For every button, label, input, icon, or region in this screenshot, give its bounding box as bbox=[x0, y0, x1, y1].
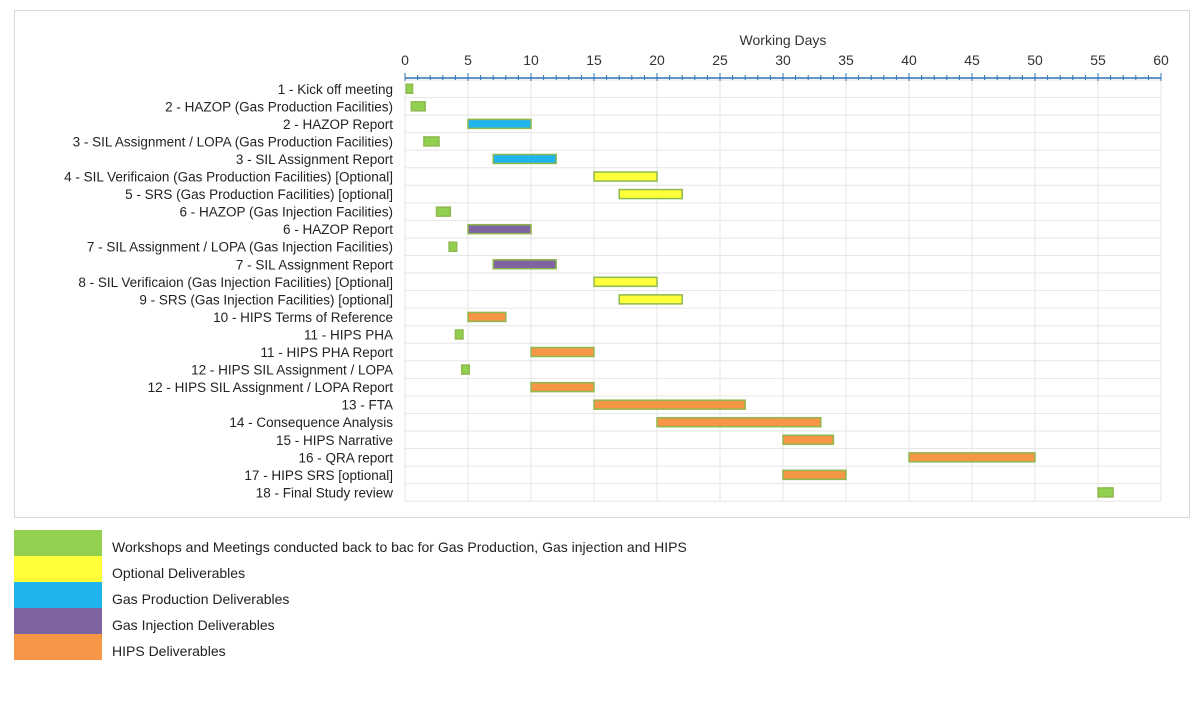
task-bar bbox=[410, 101, 426, 112]
legend-item: Optional Deliverables bbox=[14, 556, 1014, 582]
x-tick-label: 0 bbox=[401, 52, 409, 68]
task-label: 2 - HAZOP (Gas Production Facilities) bbox=[165, 99, 393, 114]
grid-lines bbox=[404, 78, 1162, 502]
x-axis: 0 5 10 15 20 25 30 35 40 45 50 55 60 bbox=[401, 52, 1169, 81]
task-label: 4 - SIL Verificaion (Gas Production Faci… bbox=[64, 170, 393, 185]
legend-swatch bbox=[14, 608, 102, 634]
task-label: 11 - HIPS PHA Report bbox=[260, 345, 393, 360]
legend: Workshops and Meetings conducted back to… bbox=[14, 530, 1014, 660]
legend-label: Optional Deliverables bbox=[112, 565, 246, 581]
task-bar bbox=[423, 136, 440, 147]
task-label: 3 - SIL Assignment / LOPA (Gas Productio… bbox=[73, 134, 393, 149]
task-label: 18 - Final Study review bbox=[256, 485, 394, 500]
x-tick-label: 55 bbox=[1090, 52, 1106, 68]
x-tick-label: 45 bbox=[964, 52, 980, 68]
task-bar bbox=[492, 259, 557, 270]
task-bar bbox=[908, 452, 1036, 463]
task-label: 6 - HAZOP (Gas Injection Facilities) bbox=[179, 205, 393, 220]
task-label: 17 - HIPS SRS [optional] bbox=[244, 468, 393, 483]
task-label: 12 - HIPS SIL Assignment / LOPA Report bbox=[148, 380, 394, 395]
legend-swatch bbox=[14, 556, 102, 582]
task-label: 12 - HIPS SIL Assignment / LOPA bbox=[191, 363, 393, 378]
x-tick-label: 40 bbox=[901, 52, 917, 68]
x-tick-label: 35 bbox=[838, 52, 854, 68]
task-bar bbox=[618, 294, 683, 305]
task-label: 1 - Kick off meeting bbox=[278, 82, 393, 97]
task-bar bbox=[593, 276, 658, 288]
task-label: 8 - SIL Verificaion (Gas Injection Facil… bbox=[78, 275, 393, 290]
task-bar bbox=[593, 399, 746, 410]
task-label: 15 - HIPS Narrative bbox=[276, 433, 393, 448]
legend-label: HIPS Deliverables bbox=[112, 643, 226, 659]
task-label: 13 - FTA bbox=[341, 398, 393, 413]
x-axis-title: Working Days bbox=[740, 32, 827, 48]
task-bar bbox=[782, 469, 847, 481]
task-label: 3 - SIL Assignment Report bbox=[236, 152, 393, 167]
task-bar bbox=[656, 416, 822, 428]
task-bars bbox=[405, 83, 1114, 498]
legend-item: HIPS Deliverables bbox=[14, 634, 1014, 660]
task-label: 5 - SRS (Gas Production Facilities) [opt… bbox=[125, 187, 393, 202]
task-label: 14 - Consequence Analysis bbox=[229, 415, 393, 430]
task-label: 2 - HAZOP Report bbox=[283, 117, 393, 132]
task-bar bbox=[405, 83, 414, 95]
legend-item: Gas Injection Deliverables bbox=[14, 608, 1014, 634]
task-bar bbox=[435, 206, 452, 217]
task-bar bbox=[530, 346, 595, 358]
task-bar bbox=[1097, 487, 1114, 498]
legend-item: Workshops and Meetings conducted back to… bbox=[14, 530, 1014, 556]
legend-swatch bbox=[14, 634, 102, 660]
legend-item: Gas Production Deliverables bbox=[14, 582, 1014, 608]
legend-label: Gas Injection Deliverables bbox=[112, 617, 275, 633]
task-label: 10 - HIPS Terms of Reference bbox=[213, 310, 393, 325]
task-label: 6 - HAZOP Report bbox=[283, 222, 393, 237]
task-bar bbox=[492, 153, 557, 165]
task-bar bbox=[467, 118, 532, 130]
task-bar bbox=[467, 223, 532, 235]
x-tick-label: 25 bbox=[712, 52, 728, 68]
task-label: 9 - SRS (Gas Injection Facilities) [opti… bbox=[139, 292, 393, 307]
task-bar bbox=[593, 171, 658, 182]
task-label: 7 - SIL Assignment Report bbox=[236, 257, 393, 272]
legend-swatch bbox=[14, 530, 102, 556]
legend-swatch bbox=[14, 582, 102, 608]
x-tick-label: 30 bbox=[775, 52, 791, 68]
task-labels: 1 - Kick off meeting 2 - HAZOP (Gas Produ… bbox=[64, 82, 393, 501]
x-tick-label: 50 bbox=[1027, 52, 1043, 68]
task-bar bbox=[448, 241, 458, 252]
legend-label: Gas Production Deliverables bbox=[112, 591, 290, 607]
x-tick-label: 60 bbox=[1153, 52, 1169, 68]
gantt-chart-frame: Working Days 0 5 10 15 20 25 30 35 40 45 50 55 60 1 … bbox=[14, 10, 1190, 518]
task-label: 7 - SIL Assignment / LOPA (Gas Injection… bbox=[87, 240, 393, 255]
task-bar bbox=[460, 364, 471, 375]
gantt-chart: Working Days 0 5 10 15 20 25 30 35 40 45 50 55 60 1 … bbox=[64, 32, 1169, 502]
legend-label: Workshops and Meetings conducted back to… bbox=[112, 539, 687, 555]
x-tick-label: 5 bbox=[464, 52, 472, 68]
task-bar bbox=[467, 311, 507, 323]
task-bar bbox=[454, 329, 464, 340]
x-tick-label: 20 bbox=[649, 52, 665, 68]
task-label: 16 - QRA report bbox=[298, 450, 393, 465]
task-label: 11 - HIPS PHA bbox=[304, 327, 393, 342]
task-bar bbox=[530, 381, 595, 393]
x-tick-label: 15 bbox=[586, 52, 602, 68]
task-bar bbox=[782, 434, 835, 446]
x-tick-label: 10 bbox=[523, 52, 539, 68]
task-bar bbox=[618, 188, 683, 200]
